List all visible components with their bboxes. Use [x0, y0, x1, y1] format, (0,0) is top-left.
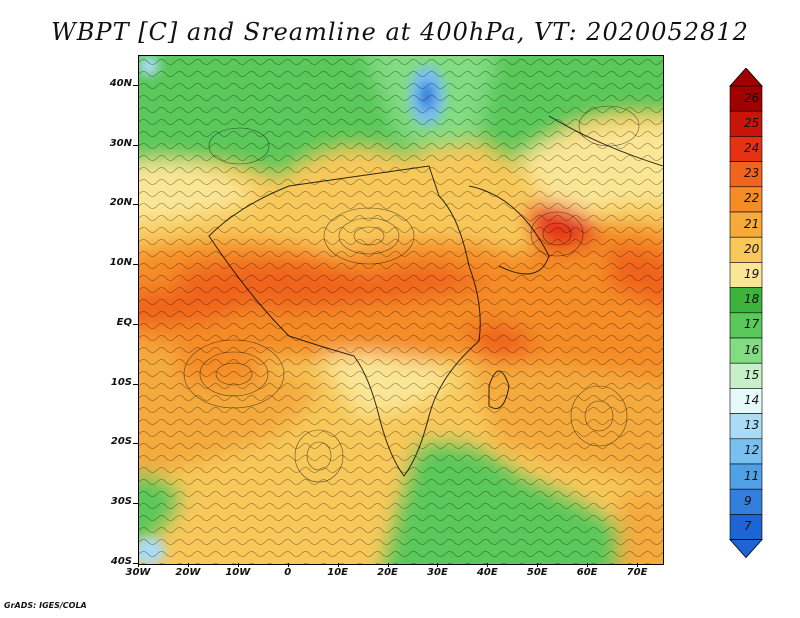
colorbar-label: 11 — [744, 468, 760, 483]
lon-label: 10E — [327, 567, 348, 578]
colorbar-bottom-triangle — [729, 539, 763, 558]
colorbar-segment — [729, 388, 763, 414]
lon-label: 20W — [175, 567, 201, 578]
lon-tick — [487, 563, 489, 567]
colorbar-label: 13 — [744, 418, 760, 433]
colorbar-label: 14 — [744, 393, 760, 407]
lat-label: 20N — [109, 197, 132, 209]
colorbar-label: 15 — [744, 367, 760, 382]
lat-tick — [133, 264, 138, 266]
lat-tick — [133, 383, 138, 385]
lat-tick — [133, 323, 138, 325]
wbpt-field — [139, 56, 663, 564]
colorbar-segment — [729, 337, 763, 364]
colorbar-label: 23 — [744, 166, 760, 181]
colorbar-label: 25 — [744, 115, 760, 130]
lat-tick — [133, 144, 138, 146]
colorbar — [729, 68, 763, 558]
lat-label: 10N — [109, 257, 132, 269]
lon-label: 0 — [284, 567, 292, 578]
lat-label: 40S — [110, 556, 132, 567]
colorbar-label: 17 — [744, 317, 760, 332]
lat-tick — [133, 563, 138, 564]
lon-label: 50E — [526, 567, 548, 578]
colorbar-segment — [729, 85, 763, 112]
colorbar-segment — [729, 488, 763, 515]
lat-label: 40N — [109, 77, 132, 89]
colorbar-segment — [729, 463, 763, 490]
lon-label: 30E — [427, 567, 448, 578]
colorbar-segment — [729, 136, 763, 162]
lat-label: 30S — [110, 496, 132, 508]
map-title: WBPT [C] and Sreamline at 400hPa, VT: 20… — [51, 18, 749, 46]
colorbar-label: 24 — [744, 141, 760, 155]
colorbar-segment — [729, 413, 763, 440]
colorbar-label: 16 — [744, 342, 760, 357]
lon-tick — [537, 563, 539, 567]
lon-tick — [637, 563, 639, 567]
colorbar-top-triangle — [729, 68, 763, 87]
lon-tick — [437, 563, 439, 567]
lon-label: 60E — [576, 567, 598, 578]
lon-tick — [387, 563, 389, 567]
colorbar-label: 22 — [744, 191, 760, 206]
lat-label: 10S — [110, 376, 132, 388]
lon-tick — [138, 563, 139, 567]
colorbar-label: 21 — [744, 216, 760, 231]
lat-tick — [133, 443, 138, 445]
lon-label: 70E — [626, 567, 648, 578]
lon-label: 20E — [377, 567, 398, 578]
colorbar-segment — [729, 236, 763, 263]
colorbar-segment — [729, 110, 763, 137]
lon-label: 40E — [476, 567, 498, 578]
lat-label: 20S — [110, 436, 132, 448]
colorbar-segment — [729, 312, 763, 339]
colorbar-label: 20 — [744, 241, 760, 256]
colorbar-label: 19 — [744, 267, 760, 281]
lon-tick — [587, 563, 589, 567]
map-panel — [138, 55, 664, 565]
colorbar-label: 26 — [744, 90, 760, 105]
lat-tick — [133, 84, 138, 86]
colorbar-label: 12 — [744, 443, 760, 458]
colorbar-label: 18 — [744, 292, 760, 307]
lon-tick — [237, 563, 239, 567]
colorbar-segment — [729, 438, 763, 465]
lon-tick — [337, 563, 339, 567]
lon-tick — [187, 563, 189, 567]
lon-tick — [287, 563, 289, 567]
colorbar-label: 9 — [744, 493, 752, 508]
colorbar-segment — [729, 362, 763, 389]
lat-tick — [133, 204, 138, 206]
colorbar-label: 7 — [744, 519, 752, 533]
lat-label: EQ — [116, 316, 132, 328]
lat-label: 30N — [109, 137, 132, 149]
lon-label: 30W — [125, 567, 151, 578]
lat-tick — [133, 503, 138, 505]
colorbar-segment — [729, 161, 763, 188]
colorbar-segment — [729, 211, 763, 238]
colorbar-segment — [729, 287, 763, 314]
lon-label: 10W — [225, 567, 251, 578]
credit-footer: GrADS: IGES/COLA — [4, 601, 87, 610]
colorbar-segment — [729, 262, 763, 288]
